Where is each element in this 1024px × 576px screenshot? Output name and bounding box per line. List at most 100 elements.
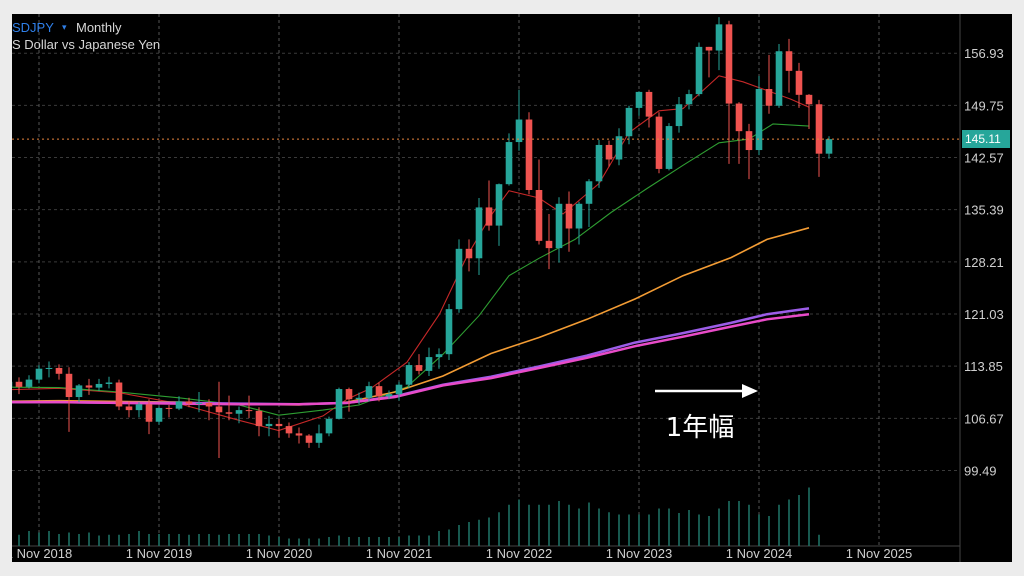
volume-bar: [208, 534, 210, 546]
volume-bar: [288, 538, 290, 546]
volume-bar: [178, 534, 180, 546]
volume-bar: [548, 504, 550, 546]
y-tick-label: 142.57: [964, 151, 1004, 166]
candle-body: [445, 309, 453, 355]
volume-bar: [398, 537, 400, 546]
y-tick-label: 106.67: [964, 411, 1004, 426]
candle-body: [255, 410, 263, 427]
volume-bar: [108, 534, 110, 546]
candle-body: [645, 91, 653, 117]
volume-bar: [378, 537, 380, 546]
volume-bar: [408, 535, 410, 546]
candle-body: [175, 401, 183, 409]
candle-body: [665, 126, 673, 169]
volume-bar: [448, 529, 450, 546]
volume-bar: [368, 537, 370, 546]
volume-bar: [418, 535, 420, 546]
candle-body: [125, 406, 133, 411]
volume-bar: [238, 534, 240, 546]
candle-body: [145, 404, 153, 422]
moving-average-ma_long2: [12, 312, 810, 406]
volume-bar: [498, 512, 500, 546]
volume-bar: [318, 538, 320, 546]
volume-bar: [688, 510, 690, 546]
volume-bar: [478, 519, 480, 546]
volume-bar: [128, 534, 130, 546]
volume-bar: [438, 531, 440, 546]
candle-body: [405, 365, 413, 385]
candle-body: [495, 184, 503, 226]
volume-bar: [808, 487, 810, 546]
candle-body: [85, 385, 93, 388]
candle-body: [615, 136, 623, 160]
candle-body: [155, 407, 163, 422]
candle-body: [485, 207, 493, 226]
volume-bar: [508, 504, 510, 546]
price-chart[interactable]: 156.93 149.75 142.57 135.39 128.21 121.03 113.…: [12, 14, 1012, 562]
volume-bar: [308, 538, 310, 546]
candle-body: [55, 367, 63, 374]
volume-bar: [538, 504, 540, 546]
candle-body: [185, 401, 193, 404]
volume-bar: [598, 508, 600, 546]
candle-body: [695, 46, 703, 95]
symbol-label[interactable]: SDJPY: [12, 20, 54, 35]
annotation-label: 1年幅: [666, 413, 735, 443]
volume-bar: [258, 534, 260, 546]
candle-body: [75, 385, 83, 398]
candle-body: [625, 107, 633, 137]
candle-body: [305, 435, 313, 443]
symbol-dropdown-icon[interactable]: ▾: [62, 22, 67, 32]
volume-bar: [138, 531, 140, 546]
volume-bar: [328, 537, 330, 546]
volume-bar: [558, 501, 560, 546]
volume-bar: [608, 512, 610, 546]
instrument-description: S Dollar vs Japanese Yen: [12, 37, 161, 52]
candle-body: [775, 51, 783, 106]
last-price-tag: 145.11: [962, 130, 1010, 149]
volume-bar: [388, 537, 390, 546]
y-tick-label: 156.93: [964, 46, 1004, 61]
volume-bar: [738, 501, 740, 546]
x-tick-label: 1 Nov 2025: [846, 546, 913, 561]
candle-body: [535, 189, 543, 241]
y-tick-label: 99.49: [964, 463, 997, 478]
x-tick-label: 1 Nov 2019: [126, 546, 193, 561]
volume-bar: [218, 534, 220, 546]
timeframe-label[interactable]: Monthly: [76, 20, 122, 35]
y-tick-label: 135.39: [964, 203, 1004, 218]
candle-body: [575, 203, 583, 229]
candle-body: [825, 139, 833, 154]
volume-bar: [708, 516, 710, 546]
candle-body: [225, 412, 233, 414]
volume-bar: [348, 537, 350, 546]
volume-bar: [168, 534, 170, 546]
candle-body: [195, 402, 203, 404]
volume-bar: [248, 534, 250, 546]
volume-bar: [748, 504, 750, 546]
volume-bar: [798, 495, 800, 546]
volume-bar: [48, 531, 50, 546]
volume-bar: [658, 508, 660, 546]
candle-body: [115, 382, 123, 407]
volume-bar: [188, 534, 190, 546]
candle-body: [135, 404, 143, 411]
volume-bar: [428, 535, 430, 546]
candle-body: [515, 119, 523, 143]
volume-bar: [158, 534, 160, 546]
volume-bar: [38, 532, 40, 546]
candle-body: [585, 181, 593, 204]
candle-body: [805, 94, 813, 105]
x-tick-label: 1 Nov 2022: [486, 546, 553, 561]
candle-body: [745, 131, 753, 151]
candle-body: [505, 142, 513, 185]
volume-bar: [698, 514, 700, 546]
volume-bar: [578, 508, 580, 546]
candle-body: [375, 386, 383, 397]
volume-bar: [28, 531, 30, 546]
candle-body: [785, 51, 793, 71]
volume-bar: [358, 537, 360, 546]
volume-bar: [528, 504, 530, 546]
candle-body: [595, 144, 603, 182]
volume-bar: [18, 534, 20, 546]
